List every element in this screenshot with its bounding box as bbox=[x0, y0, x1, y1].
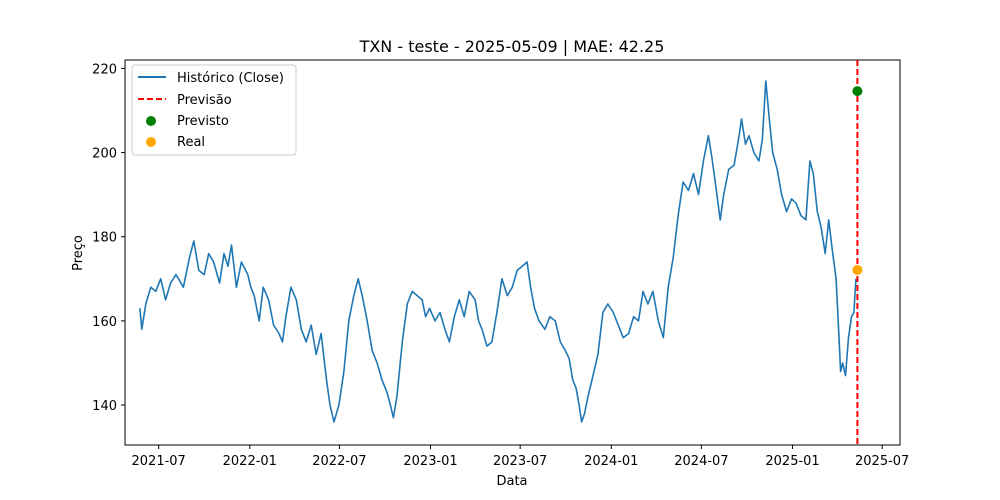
legend: Histórico (Close) Previsão Previsto Real bbox=[131, 64, 297, 156]
legend-label-historico: Histórico (Close) bbox=[177, 71, 284, 86]
point-real bbox=[852, 264, 863, 275]
x-axis-label: Data bbox=[496, 474, 527, 489]
x-tick-label: 2024-01 bbox=[584, 454, 638, 469]
x-tick-label: 2023-01 bbox=[403, 454, 457, 469]
legend-label-previsto: Previsto bbox=[177, 114, 229, 129]
x-axis: 2021-07 2022-01 2022-07 2023-01 2023-07 2024-… bbox=[132, 445, 909, 469]
chart-title: TXN - teste - 2025-05-09 | MAE: 42.25 bbox=[359, 37, 665, 56]
legend-label-previsao: Previsão bbox=[177, 93, 232, 108]
x-tick-label: 2025-01 bbox=[765, 454, 819, 469]
y-tick-label: 180 bbox=[92, 231, 117, 246]
legend-label-real: Real bbox=[177, 135, 205, 150]
legend-box bbox=[131, 64, 297, 156]
y-tick-label: 160 bbox=[92, 315, 117, 330]
x-tick-label: 2022-01 bbox=[223, 454, 277, 469]
x-tick-label: 2021-07 bbox=[132, 454, 186, 469]
x-tick-label: 2023-07 bbox=[493, 454, 547, 469]
series-layer bbox=[139, 60, 863, 445]
plot-frame bbox=[124, 59, 901, 446]
y-tick-label: 200 bbox=[92, 147, 117, 162]
x-tick-label: 2025-07 bbox=[855, 454, 909, 469]
x-tick-label: 2022-07 bbox=[312, 454, 366, 469]
point-previsto bbox=[852, 86, 863, 97]
y-axis: 140 160 180 200 220 bbox=[92, 62, 125, 414]
plot-area bbox=[124, 59, 901, 446]
legend-marker-previsto bbox=[146, 116, 156, 126]
series-historico-line bbox=[139, 80, 857, 423]
y-tick-label: 140 bbox=[92, 399, 117, 414]
y-axis-label: Preço bbox=[71, 235, 86, 271]
legend-marker-real bbox=[146, 137, 156, 147]
x-tick-label: 2024-07 bbox=[674, 454, 728, 469]
y-tick-label: 220 bbox=[92, 62, 117, 77]
